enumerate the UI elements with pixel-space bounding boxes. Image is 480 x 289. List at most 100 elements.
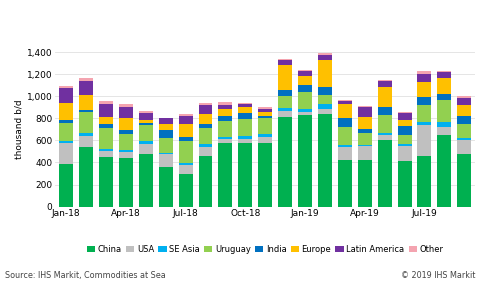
Bar [139,125,153,142]
Bar [218,105,232,109]
Bar [358,133,372,145]
Bar [298,110,312,112]
Bar [418,125,432,156]
Bar [358,129,372,133]
Bar [437,71,451,72]
Bar [278,65,292,90]
Bar [457,96,471,98]
Bar [99,157,113,207]
Bar [278,90,292,96]
Bar [239,142,252,207]
Bar [59,88,73,103]
Bar [437,127,451,135]
Bar [179,114,192,116]
Bar [338,118,352,127]
Bar [418,122,432,125]
Bar [179,124,192,136]
Bar [358,117,372,129]
Bar [218,139,232,142]
Bar [99,124,113,128]
Bar [159,118,173,124]
Bar [179,173,192,207]
Bar [378,136,392,140]
Bar [199,144,213,147]
Bar [457,140,471,154]
Bar [378,87,392,107]
Bar [59,86,73,88]
Bar [239,136,252,139]
Bar [318,53,332,55]
Bar [318,87,332,95]
Bar [159,130,173,138]
Bar [159,153,173,154]
Bar [298,76,312,85]
Bar [239,105,252,107]
Bar [298,115,312,207]
Bar [79,78,93,81]
Bar [278,60,292,65]
Bar [338,99,352,101]
Bar [338,127,352,145]
Bar [218,102,232,105]
Bar [418,105,432,122]
Bar [318,104,332,109]
Bar [338,147,352,160]
Bar [99,151,113,157]
Bar [397,136,411,144]
Bar [338,101,352,105]
Bar [119,105,133,107]
Bar [378,140,392,207]
Text: Brazilian Crude Oil Shipments by Destination: Brazilian Crude Oil Shipments by Destina… [6,17,344,30]
Bar [119,158,133,207]
Bar [159,154,173,167]
Bar [199,103,213,105]
Bar [218,116,232,121]
Bar [239,103,252,105]
Text: © 2019 IHS Markit: © 2019 IHS Markit [401,271,475,280]
Bar [79,147,93,207]
Bar [119,107,133,118]
Bar [218,142,232,207]
Bar [159,138,173,153]
Bar [199,124,213,128]
Bar [437,72,451,78]
Bar [457,138,471,140]
Bar [397,112,411,113]
Bar [397,161,411,207]
Bar [298,85,312,92]
Bar [159,167,173,207]
Bar [318,95,332,104]
Bar [378,81,392,87]
Bar [397,146,411,161]
Bar [179,116,192,124]
Bar [99,104,113,117]
Bar [218,137,232,139]
Bar [79,95,93,110]
Bar [298,92,312,110]
Bar [418,74,432,82]
Text: Source: IHS Markit, Commodities at Sea: Source: IHS Markit, Commodities at Sea [5,271,166,280]
Bar [358,107,372,117]
Bar [278,117,292,207]
Bar [278,59,292,60]
Bar [79,110,93,112]
Bar [397,113,411,120]
Bar [79,136,93,147]
Bar [119,150,133,152]
Bar [119,118,133,130]
Bar [358,146,372,160]
Bar [318,114,332,207]
Bar [378,80,392,81]
Bar [239,113,252,119]
Bar [318,60,332,87]
Bar [199,147,213,156]
Bar [437,100,451,122]
Bar [179,142,192,163]
Bar [139,121,153,123]
Bar [418,156,432,207]
Bar [179,163,192,165]
Bar [239,107,252,113]
Bar [338,145,352,147]
Bar [457,98,471,105]
Bar [199,105,213,114]
